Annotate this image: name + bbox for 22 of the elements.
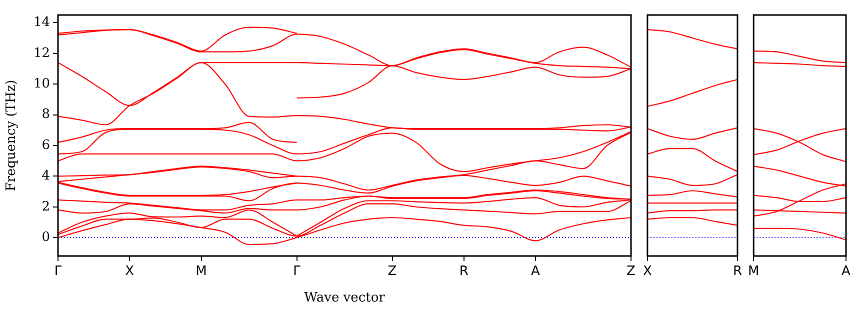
- x-tick-label: A: [842, 264, 851, 280]
- x-tick-label: Z: [626, 264, 636, 280]
- x-tick-label: Γ: [293, 264, 302, 280]
- y-tick-label: 6: [42, 138, 50, 153]
- x-tick-label: M: [748, 264, 760, 280]
- x-tick-label: M: [196, 264, 207, 280]
- x-tick-label: R: [732, 264, 742, 280]
- x-tick-label: Z: [388, 264, 397, 280]
- x-axis-title: Wave vector: [304, 290, 386, 306]
- x-tick-label: A: [531, 264, 540, 280]
- y-tick-label: 8: [42, 107, 50, 122]
- y-tick-label: 12: [33, 46, 50, 61]
- y-tick-label: 14: [33, 15, 50, 30]
- y-tick-label: 4: [42, 168, 50, 184]
- y-tick-label: 2: [42, 199, 50, 214]
- y-tick-label: 10: [33, 76, 50, 92]
- x-tick-label: X: [643, 264, 652, 280]
- y-axis-title: Frequency (THz): [4, 80, 20, 192]
- x-tick-label: Γ: [54, 264, 62, 280]
- x-tick-label: X: [125, 264, 134, 280]
- x-tick-label: R: [459, 264, 468, 280]
- y-tick-label: 0: [42, 230, 50, 245]
